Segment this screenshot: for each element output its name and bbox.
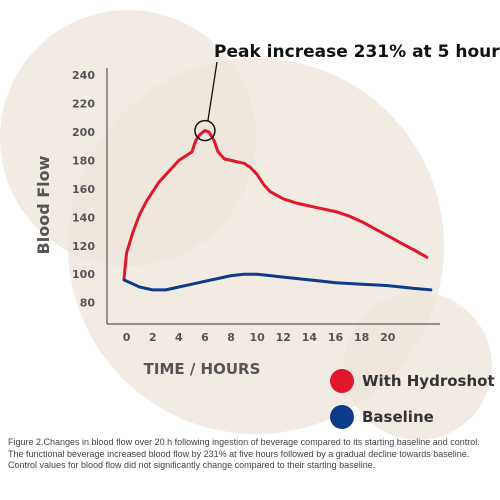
legend-swatch-baseline bbox=[330, 405, 354, 429]
x-tick-label: 12 bbox=[276, 331, 291, 344]
y-tick-label: 160 bbox=[72, 183, 95, 196]
x-tick-label: 20 bbox=[380, 331, 396, 344]
y-tick-labels: 80 100 120 140 160 180 200 220 240 bbox=[72, 69, 95, 310]
x-tick-label: 8 bbox=[227, 331, 235, 344]
y-tick-label: 140 bbox=[72, 211, 95, 224]
peak-annotation: Peak increase 231% at 5 hours. bbox=[194, 42, 500, 142]
x-axis-title: TIME / HOURS bbox=[144, 360, 261, 378]
series-lines bbox=[122, 129, 433, 292]
y-tick-label: 80 bbox=[80, 297, 96, 310]
y-tick-label: 220 bbox=[72, 98, 95, 111]
series-line-hydroshot bbox=[122, 129, 429, 280]
x-tick-label: 2 bbox=[149, 331, 157, 344]
legend-label-baseline: Baseline bbox=[362, 408, 434, 426]
x-tick-label: 4 bbox=[175, 331, 183, 344]
background-decoration bbox=[0, 10, 492, 440]
annotation-text: Peak increase 231% at 5 hours. bbox=[214, 42, 500, 62]
background-blob-right bbox=[344, 292, 492, 440]
legend-item-hydroshot: With Hydroshot bbox=[330, 369, 495, 393]
x-tick-labels: 0 2 4 6 8 10 12 14 16 18 20 bbox=[123, 331, 396, 344]
x-tick-label: 16 bbox=[328, 331, 344, 344]
x-tick-label: 14 bbox=[302, 331, 318, 344]
legend-swatch-hydroshot bbox=[330, 369, 354, 393]
x-tick-label: 0 bbox=[123, 331, 131, 344]
series-line-baseline bbox=[122, 272, 433, 292]
y-tick-label: 180 bbox=[72, 154, 95, 167]
figure-caption: Figure 2.Changes in blood flow over 20 h… bbox=[8, 437, 480, 470]
x-tick-label: 10 bbox=[250, 331, 266, 344]
y-tick-label: 240 bbox=[72, 69, 95, 82]
y-tick-label: 120 bbox=[72, 240, 95, 253]
y-tick-label: 200 bbox=[72, 126, 95, 139]
y-tick-label: 100 bbox=[72, 268, 95, 281]
annotation-leader-line bbox=[207, 61, 218, 121]
legend-item-baseline: Baseline bbox=[330, 405, 434, 429]
peak-marker-circle bbox=[194, 119, 216, 142]
legend-label-hydroshot: With Hydroshot bbox=[362, 372, 495, 390]
axes bbox=[106, 68, 440, 325]
y-axis-title: Blood Flow bbox=[34, 155, 53, 254]
x-tick-label: 18 bbox=[354, 331, 369, 344]
x-tick-label: 6 bbox=[201, 331, 209, 344]
